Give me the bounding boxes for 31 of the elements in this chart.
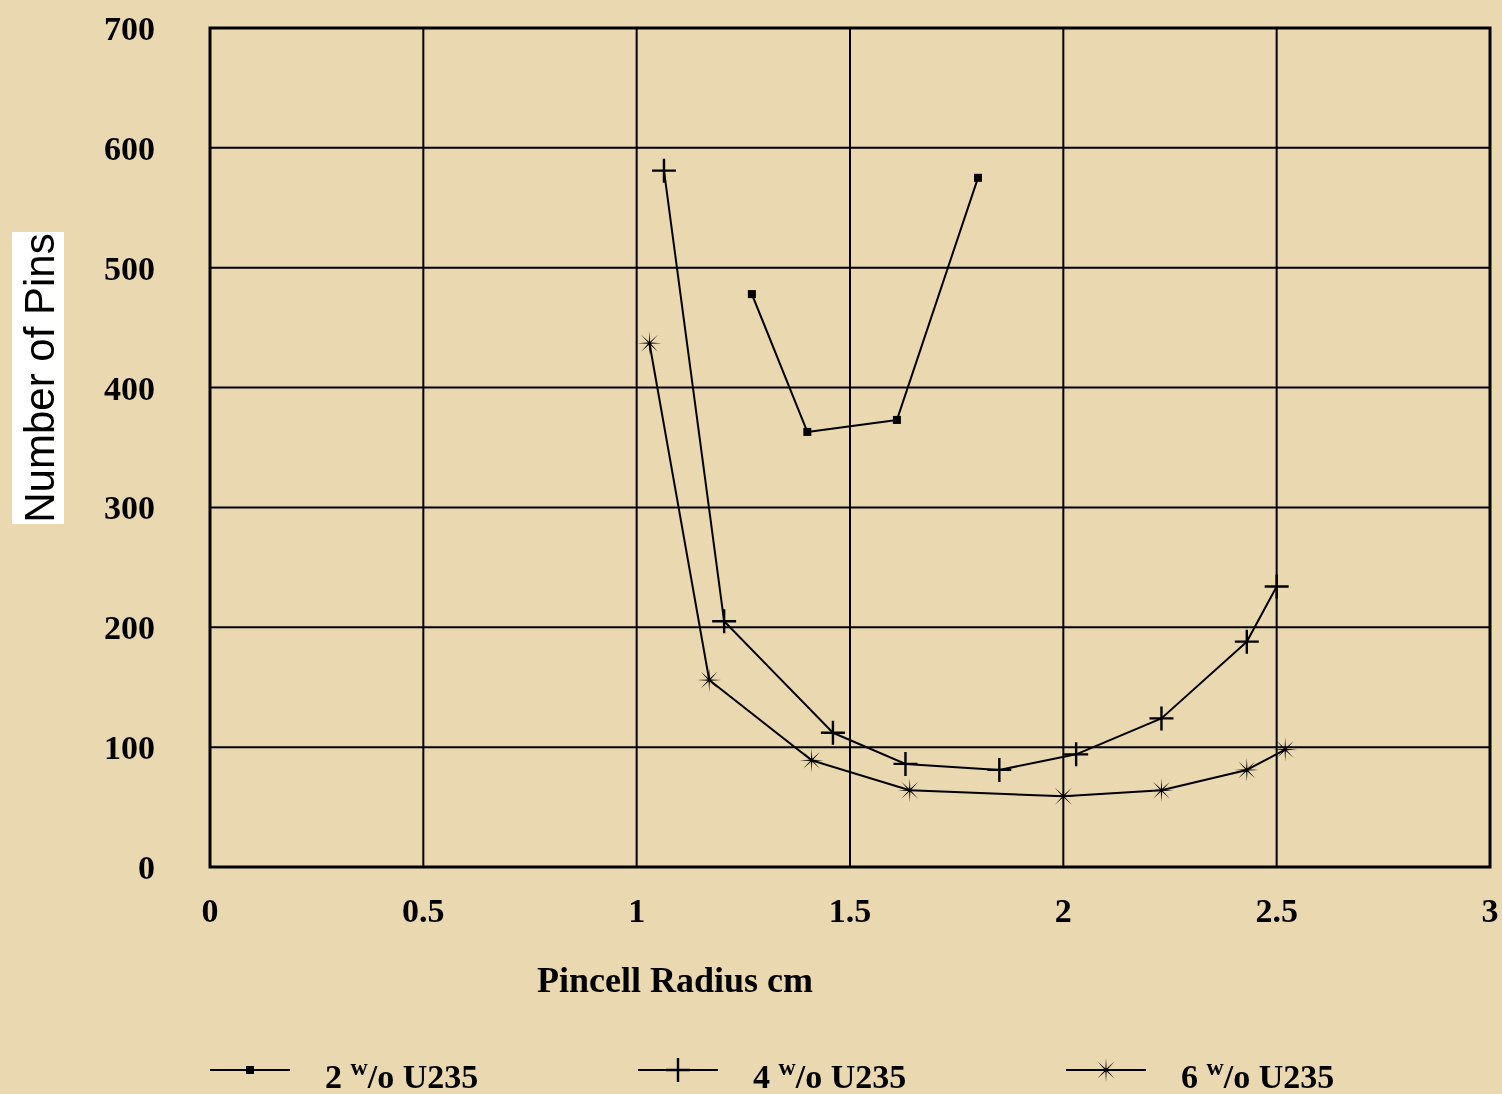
y-tick-label: 200 — [104, 609, 155, 647]
point — [974, 173, 982, 182]
x-tick-label: 2 — [1054, 892, 1072, 929]
y-tick-label: 300 — [104, 489, 155, 527]
point — [1264, 574, 1289, 599]
point — [987, 757, 1012, 782]
x-tick-label: 3 — [1481, 892, 1499, 929]
y-tick-label: 400 — [104, 369, 155, 407]
x-tick-label: 0.5 — [402, 892, 445, 929]
legend-label: 6 $^{w}$/o U235 — [1181, 1054, 1335, 1094]
point — [1064, 742, 1089, 767]
point — [1234, 629, 1259, 654]
x-tick-label: 0 — [201, 892, 219, 929]
x-axis-title: Pincell Radius cm — [537, 960, 814, 1000]
legend-label: 4 $^{w}$/o U235 — [753, 1054, 907, 1094]
y-tick-label: 500 — [104, 249, 155, 287]
x-tick-label: 1 — [628, 892, 646, 929]
y-tick-label: 100 — [104, 729, 155, 767]
x-tick-label: 2.5 — [1255, 892, 1298, 929]
x-tick-label: 1.5 — [828, 892, 872, 929]
point — [893, 751, 918, 776]
y-tick-label: 600 — [104, 129, 155, 167]
point — [803, 427, 812, 436]
y-tick-label: 0 — [138, 849, 155, 886]
y-axis-title: Number of Pins — [16, 233, 63, 523]
point — [892, 415, 901, 424]
point — [747, 290, 756, 299]
y-tick-label: 700 — [104, 10, 155, 47]
point — [651, 158, 676, 183]
point — [1149, 706, 1174, 731]
legend-label: 2 $^{w}$/o U235 — [325, 1054, 479, 1094]
